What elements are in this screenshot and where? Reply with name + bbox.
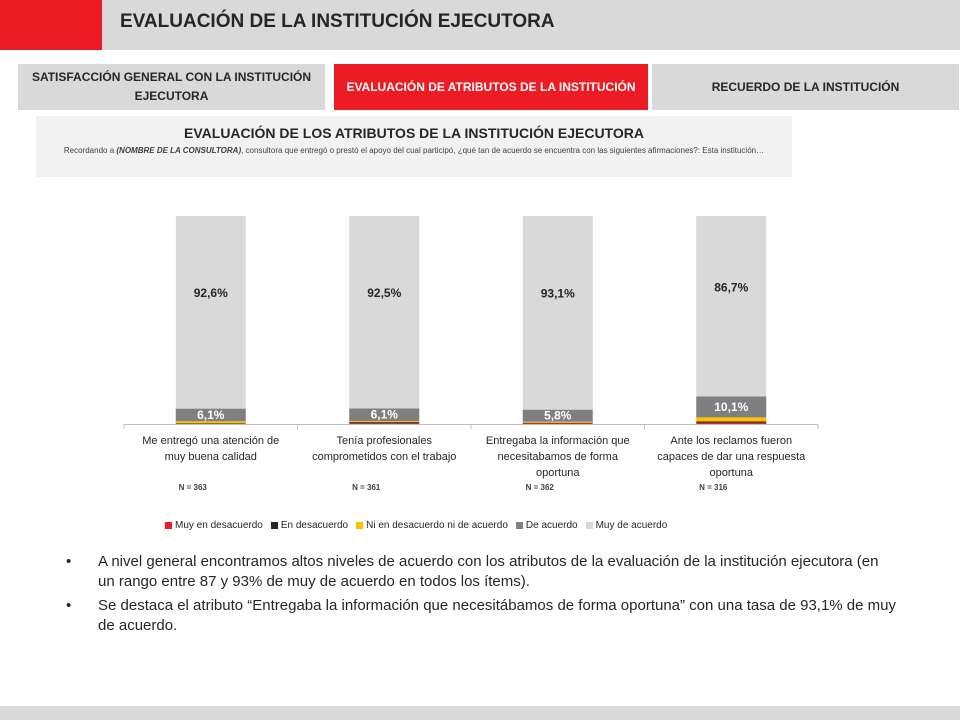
bar-segment: [696, 417, 767, 422]
bar-segment: [349, 423, 420, 424]
data-label: 6,1%: [371, 408, 399, 422]
bar-segment: [349, 421, 420, 423]
title-bar: EVALUACIÓN DE LA INSTITUCIÓN EJECUTORA: [0, 0, 960, 50]
sample-size-label: N = 316: [699, 483, 728, 492]
sample-size-label: N = 362: [526, 483, 555, 492]
bar-segment: [349, 408, 420, 422]
legend-item: Muy en desacuerdo: [165, 520, 263, 531]
category-label: muy buena calidad: [165, 451, 257, 463]
section-header: EVALUACIÓN DE LOS ATRIBUTOS DE LA INSTIT…: [36, 116, 792, 177]
legend-label: De acuerdo: [525, 520, 578, 531]
summary-bullets: • A nivel general encontramos altos nivel…: [66, 552, 896, 640]
category-label: oportuna: [536, 467, 580, 479]
bar-segment: [522, 421, 593, 423]
question-text: Recordando a (NOMBRE DE LA CONSULTORA), …: [46, 144, 782, 157]
section-title: EVALUACIÓN DE LOS ATRIBUTOS DE LA INSTIT…: [184, 125, 644, 141]
tab-satisfaccion-general[interactable]: SATISFACCIÓN GENERAL CON LA INSTITUCIÓN …: [18, 64, 325, 110]
tab-label: RECUERDO DE LA INSTITUCIÓN: [711, 79, 900, 94]
category-label: oportuna: [710, 467, 754, 479]
legend-item: Muy de acuerdo: [585, 520, 668, 531]
legend-label: Muy de acuerdo: [595, 520, 668, 531]
category-label: Entregaba la información que: [486, 435, 630, 447]
legend-label: Muy en desacuerdo: [175, 520, 263, 531]
category-label: Me entregó una atención de: [142, 435, 279, 447]
bar-segment: [175, 408, 246, 422]
bar-segment: [522, 423, 593, 424]
data-label: 6,1%: [197, 408, 225, 422]
stacked-bar-chart: 6,1% 92,6% Me entregó una atención de muy b…: [123, 216, 819, 492]
tab-label: EVALUACIÓN DE ATRIBUTOS DE LA INSTITUCIÓ…: [346, 79, 636, 94]
category-label: Ante los reclamos fueron: [670, 435, 792, 447]
category-label: comprometidos con el trabajo: [312, 451, 456, 463]
legend-item: De acuerdo: [515, 520, 578, 531]
bar-segment: [696, 216, 767, 397]
bar-segment: [696, 421, 767, 423]
bullet-dot: •: [66, 597, 72, 614]
tab-label: SATISFACCIÓN GENERAL CON LA INSTITUCIÓN …: [31, 70, 312, 103]
legend-swatch: [270, 522, 278, 529]
bullet-text: A nivel general encontramos altos nivele…: [98, 553, 879, 590]
bar-segment: [175, 216, 246, 409]
bar-segment: [175, 423, 246, 424]
data-label: 86,7%: [714, 281, 748, 295]
title-accent-block: [0, 0, 102, 50]
bar-segment: [349, 216, 420, 409]
bar-segment: [522, 409, 593, 422]
question-consultora: (NOMBRE DE LA CONSULTORA): [116, 146, 242, 155]
bullet-text: Se destaca el atributo “Entregaba la inf…: [98, 597, 896, 634]
bar-segment: [175, 421, 246, 424]
category-label: necesitabamos de forma: [498, 451, 619, 463]
data-label: 10,1%: [714, 400, 748, 414]
bar-segment: [349, 422, 420, 424]
category-label: Tenía profesionales: [337, 435, 433, 447]
bar-segment: [522, 216, 593, 410]
category-label: capaces de dar una respuesta: [657, 451, 806, 463]
legend-item: Ni en desacuerdo ni de acuerdo: [356, 520, 508, 531]
sample-size-label: N = 363: [179, 483, 208, 492]
tab-evaluacion-atributos[interactable]: EVALUACIÓN DE ATRIBUTOS DE LA INSTITUCIÓ…: [334, 64, 648, 110]
question-rest: , consultora que entregó o prestó el apo…: [241, 146, 765, 155]
legend-item: En desacuerdo: [270, 520, 349, 531]
legend-label: En desacuerdo: [280, 520, 349, 531]
data-label: 93,1%: [541, 286, 575, 300]
data-label: 92,6%: [194, 286, 228, 300]
sample-size-label: N = 361: [352, 483, 381, 492]
bullet-item: • A nivel general encontramos altos nivel…: [66, 552, 896, 592]
bullet-dot: •: [66, 553, 72, 570]
question-prefix: Recordando a: [63, 146, 117, 155]
tab-recuerdo-institucion[interactable]: RECUERDO DE LA INSTITUCIÓN: [652, 64, 959, 110]
legend-label: Ni en desacuerdo ni de acuerdo: [366, 520, 508, 531]
legend-swatch: [515, 522, 523, 529]
footer-bar: [0, 706, 960, 720]
data-label: 5,8%: [544, 409, 572, 423]
chart-legend: Muy en desacuerdo En desacuerdo Ni en desa…: [165, 520, 667, 531]
bar-segment: [696, 422, 767, 424]
bar-segment: [696, 396, 767, 418]
legend-swatch: [356, 522, 364, 529]
legend-swatch: [585, 522, 593, 529]
data-label: 92,5%: [367, 286, 401, 300]
legend-swatch: [165, 522, 172, 529]
bar-segment: [522, 422, 593, 424]
bullet-item: • Se destaca el atributo “Entregaba la in…: [66, 596, 896, 636]
page-title: EVALUACIÓN DE LA INSTITUCIÓN EJECUTORA: [120, 11, 555, 32]
